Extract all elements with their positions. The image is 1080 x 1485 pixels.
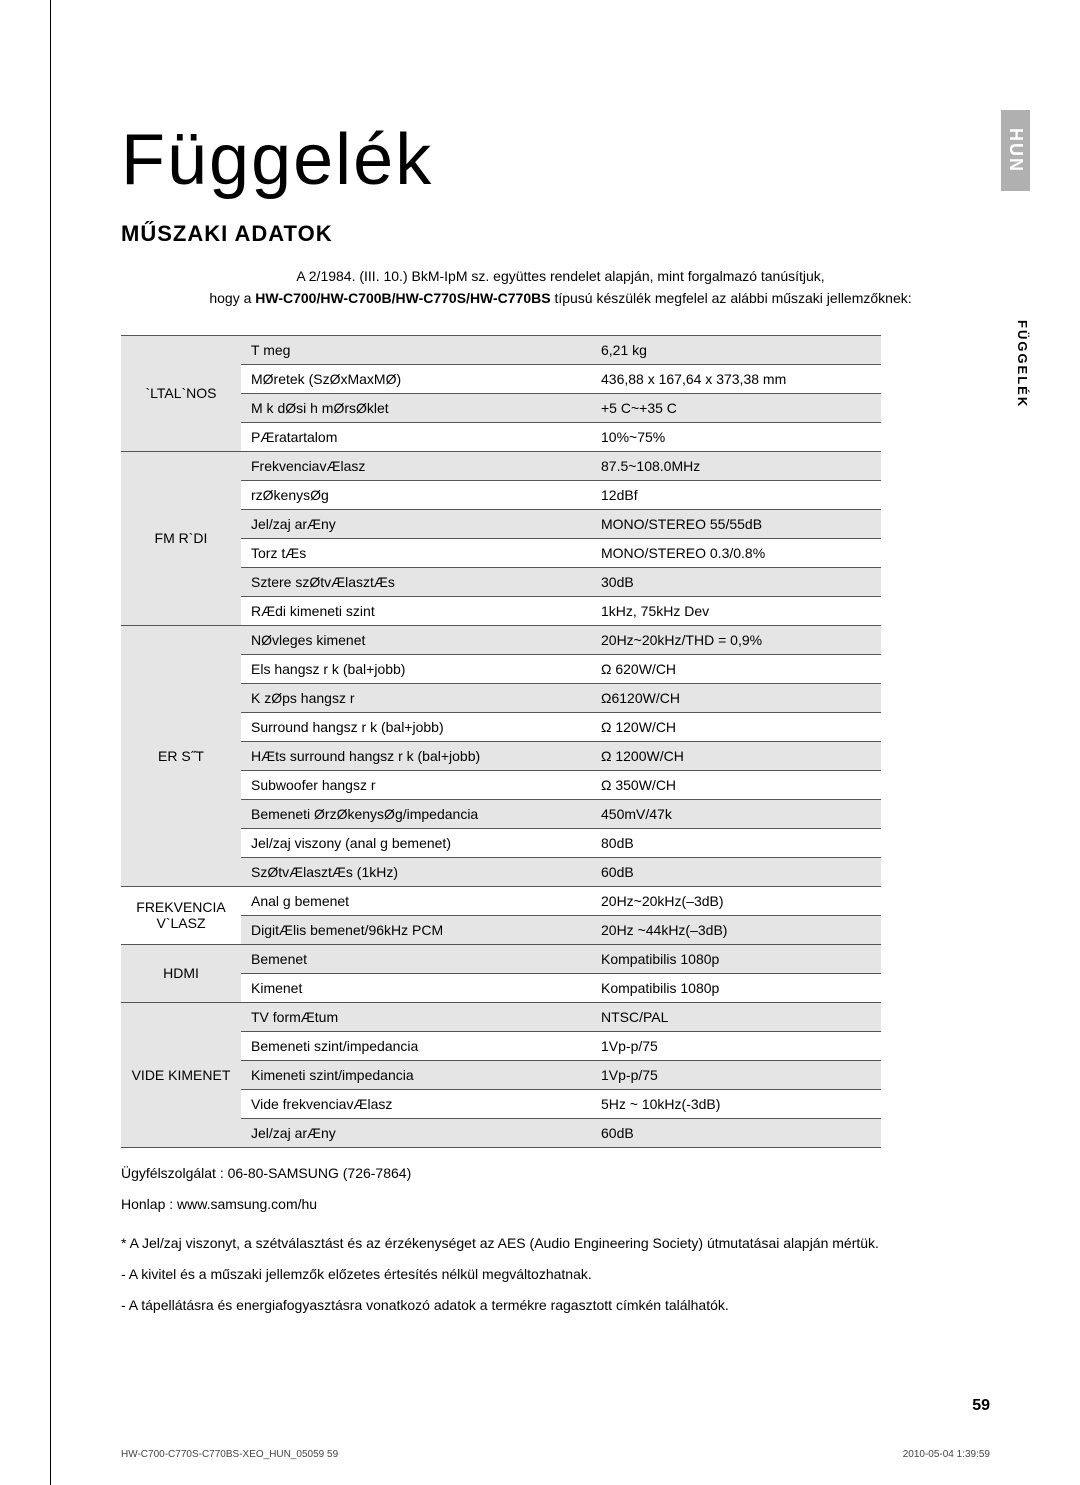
spec-value: Kompatibilis 1080p bbox=[541, 944, 881, 973]
spec-value: 20Hz~20kHz(–3dB) bbox=[541, 886, 881, 915]
intro-line-1: A 2/1984. (III. 10.) BkM-IpM sz. együtte… bbox=[121, 265, 1000, 287]
table-row: FREKVENCIA V`LASZAnal g bemenet20Hz~20kH… bbox=[121, 886, 881, 915]
spec-value: 12dBf bbox=[541, 480, 881, 509]
spec-value: Ω 1200W/CH bbox=[541, 741, 881, 770]
spec-value: 60dB bbox=[541, 1118, 881, 1147]
page-number: 59 bbox=[972, 1397, 990, 1415]
intro-line-2: hogy a HW-C700/HW-C700B/HW-C770S/HW-C770… bbox=[121, 287, 1000, 309]
section-header-cell: HDMI bbox=[121, 944, 241, 1002]
spec-value: Ω6120W/CH bbox=[541, 683, 881, 712]
footnotes: Ügyfélszolgálat : 06-80-SAMSUNG (726-786… bbox=[121, 1163, 941, 1316]
spec-label: Els hangsz r k (bal+jobb) bbox=[241, 654, 541, 683]
footnote-line: - A kivitel és a műszaki jellemzők előze… bbox=[121, 1264, 941, 1285]
spec-value: 1Vp-p/75 bbox=[541, 1060, 881, 1089]
spec-label: Surround hangsz r k (bal+jobb) bbox=[241, 712, 541, 741]
spec-label: Bemenet bbox=[241, 944, 541, 973]
table-row: HDMIBemenetKompatibilis 1080p bbox=[121, 944, 881, 973]
spec-label: Vide frekvenciavÆlasz bbox=[241, 1089, 541, 1118]
spec-label: FrekvenciavÆlasz bbox=[241, 451, 541, 480]
spec-value: MONO/STEREO 0.3/0.8% bbox=[541, 538, 881, 567]
spec-label: MØretek (SzØxMaxMØ) bbox=[241, 364, 541, 393]
spec-value: Kompatibilis 1080p bbox=[541, 973, 881, 1002]
spec-label: Subwoofer hangsz r bbox=[241, 770, 541, 799]
spec-value: 6,21 kg bbox=[541, 335, 881, 364]
footnote-line: Ügyfélszolgálat : 06-80-SAMSUNG (726-786… bbox=[121, 1163, 941, 1184]
footer-left: HW-C700-C770S-C770BS-XEO_HUN_05059 59 bbox=[121, 1449, 338, 1460]
spec-value: 87.5~108.0MHz bbox=[541, 451, 881, 480]
spec-value: 30dB bbox=[541, 567, 881, 596]
spec-label: Kimenet bbox=[241, 973, 541, 1002]
spec-value: 20Hz~20kHz/THD = 0,9% bbox=[541, 625, 881, 654]
spec-value: 5Hz ~ 10kHz(-3dB) bbox=[541, 1089, 881, 1118]
spec-label: Bemeneti ØrzØkenysØg/impedancia bbox=[241, 799, 541, 828]
spec-value: NTSC/PAL bbox=[541, 1002, 881, 1031]
spec-label: rzØkenysØg bbox=[241, 480, 541, 509]
spec-label: NØvleges kimenet bbox=[241, 625, 541, 654]
spec-value: 80dB bbox=[541, 828, 881, 857]
spec-value: 60dB bbox=[541, 857, 881, 886]
section-header-cell: ER S˝T bbox=[121, 625, 241, 886]
table-row: `LTAL`NOST meg6,21 kg bbox=[121, 335, 881, 364]
spec-label: RÆdi kimeneti szint bbox=[241, 596, 541, 625]
spec-value: 450mV/47k bbox=[541, 799, 881, 828]
spec-label: M k dØsi h mØrsØklet bbox=[241, 393, 541, 422]
section-header-cell: FM R`DI bbox=[121, 451, 241, 625]
spec-value: Ω 120W/CH bbox=[541, 712, 881, 741]
table-row: VIDE KIMENETTV formÆtumNTSC/PAL bbox=[121, 1002, 881, 1031]
spec-label: K zØps hangsz r bbox=[241, 683, 541, 712]
footnote-line: * A Jel/zaj viszonyt, a szétválasztást é… bbox=[121, 1233, 941, 1254]
spec-value: MONO/STEREO 55/55dB bbox=[541, 509, 881, 538]
spec-label: PÆratartalom bbox=[241, 422, 541, 451]
spec-value: +5 C~+35 C bbox=[541, 393, 881, 422]
spec-value: 1kHz, 75kHz Dev bbox=[541, 596, 881, 625]
model-list: HW-C700/HW-C700B/HW-C770S/HW-C770BS bbox=[255, 290, 550, 306]
spec-label: Jel/zaj arÆny bbox=[241, 1118, 541, 1147]
spec-table: `LTAL`NOST meg6,21 kgMØretek (SzØxMaxMØ)… bbox=[121, 335, 881, 1148]
spec-label: Bemeneti szint/impedancia bbox=[241, 1031, 541, 1060]
language-tab: HUN bbox=[1001, 110, 1030, 191]
section-header-cell: `LTAL`NOS bbox=[121, 335, 241, 451]
spec-value: 20Hz ~44kHz(–3dB) bbox=[541, 915, 881, 944]
spec-value: 1Vp-p/75 bbox=[541, 1031, 881, 1060]
spec-label: T meg bbox=[241, 335, 541, 364]
spec-label: Jel/zaj viszony (anal g bemenet) bbox=[241, 828, 541, 857]
section-header-cell: VIDE KIMENET bbox=[121, 1002, 241, 1147]
spec-label: Anal g bemenet bbox=[241, 886, 541, 915]
spec-value: 436,88 x 167,64 x 373,38 mm bbox=[541, 364, 881, 393]
spec-label: SzØtvÆlasztÆs (1kHz) bbox=[241, 857, 541, 886]
table-row: FM R`DIFrekvenciavÆlasz87.5~108.0MHz bbox=[121, 451, 881, 480]
intro-text: A 2/1984. (III. 10.) BkM-IpM sz. együtte… bbox=[121, 265, 1000, 310]
spec-label: DigitÆlis bemenet/96kHz PCM bbox=[241, 915, 541, 944]
spec-label: Jel/zaj arÆny bbox=[241, 509, 541, 538]
spec-label: HÆts surround hangsz r k (bal+jobb) bbox=[241, 741, 541, 770]
section-header-cell: FREKVENCIA V`LASZ bbox=[121, 886, 241, 944]
side-section-tab: FÜGGELÉK bbox=[1015, 320, 1030, 408]
spec-label: Torz tÆs bbox=[241, 538, 541, 567]
spec-value: Ω 620W/CH bbox=[541, 654, 881, 683]
footnote-line: - A tápellátásra és energiafogyasztásra … bbox=[121, 1295, 941, 1316]
spec-label: Sztere szØtvÆlasztÆs bbox=[241, 567, 541, 596]
table-row: ER S˝TNØvleges kimenet20Hz~20kHz/THD = 0… bbox=[121, 625, 881, 654]
footer-right: 2010-05-04 1:39:59 bbox=[903, 1449, 990, 1460]
footnote-line: Honlap : www.samsung.com/hu bbox=[121, 1194, 941, 1215]
spec-value: Ω 350W/CH bbox=[541, 770, 881, 799]
spec-value: 10%~75% bbox=[541, 422, 881, 451]
page-container: Függelék HUN MŰSZAKI ADATOK A 2/1984. (I… bbox=[50, 0, 1030, 1485]
section-heading: MŰSZAKI ADATOK bbox=[121, 221, 1000, 247]
spec-label: TV formÆtum bbox=[241, 1002, 541, 1031]
header-row: Függelék HUN bbox=[121, 110, 1000, 201]
spec-label: Kimeneti szint/impedancia bbox=[241, 1060, 541, 1089]
page-title: Függelék bbox=[121, 119, 433, 201]
